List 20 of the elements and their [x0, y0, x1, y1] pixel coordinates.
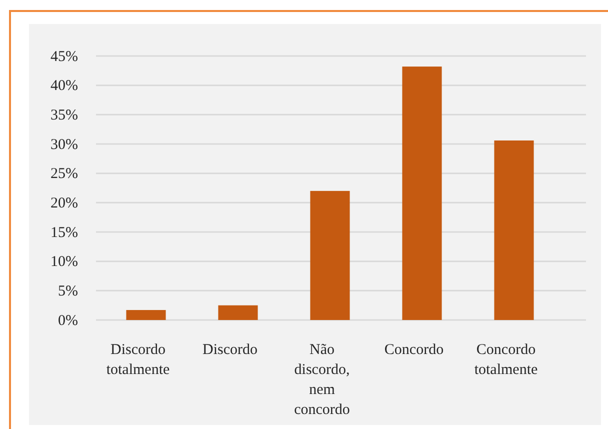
- y-tick-label: 30%: [50, 136, 78, 153]
- x-tick-label: Concordo: [384, 342, 444, 358]
- y-tick-label: 10%: [50, 254, 78, 270]
- y-tick-label: 35%: [50, 107, 78, 124]
- x-tick-label: Não discordo, nem concordo: [294, 342, 350, 418]
- y-tick-label: 0%: [58, 312, 78, 329]
- x-tick-label: Discordo totalmente: [106, 342, 170, 378]
- y-tick-label: 45%: [50, 48, 78, 65]
- bar: [494, 140, 534, 320]
- bar: [126, 310, 166, 320]
- bar: [310, 190, 350, 320]
- y-tick-label: 20%: [50, 195, 78, 212]
- x-tick-label: Discordo: [202, 342, 258, 358]
- y-tick-label: 25%: [50, 166, 78, 182]
- bar: [218, 305, 258, 320]
- y-tick-label: 15%: [50, 224, 78, 241]
- x-tick-label: Concordo totalmente: [474, 342, 538, 378]
- bar: [402, 66, 442, 320]
- y-tick-label: 40%: [50, 78, 78, 94]
- y-tick-label: 5%: [58, 283, 78, 300]
